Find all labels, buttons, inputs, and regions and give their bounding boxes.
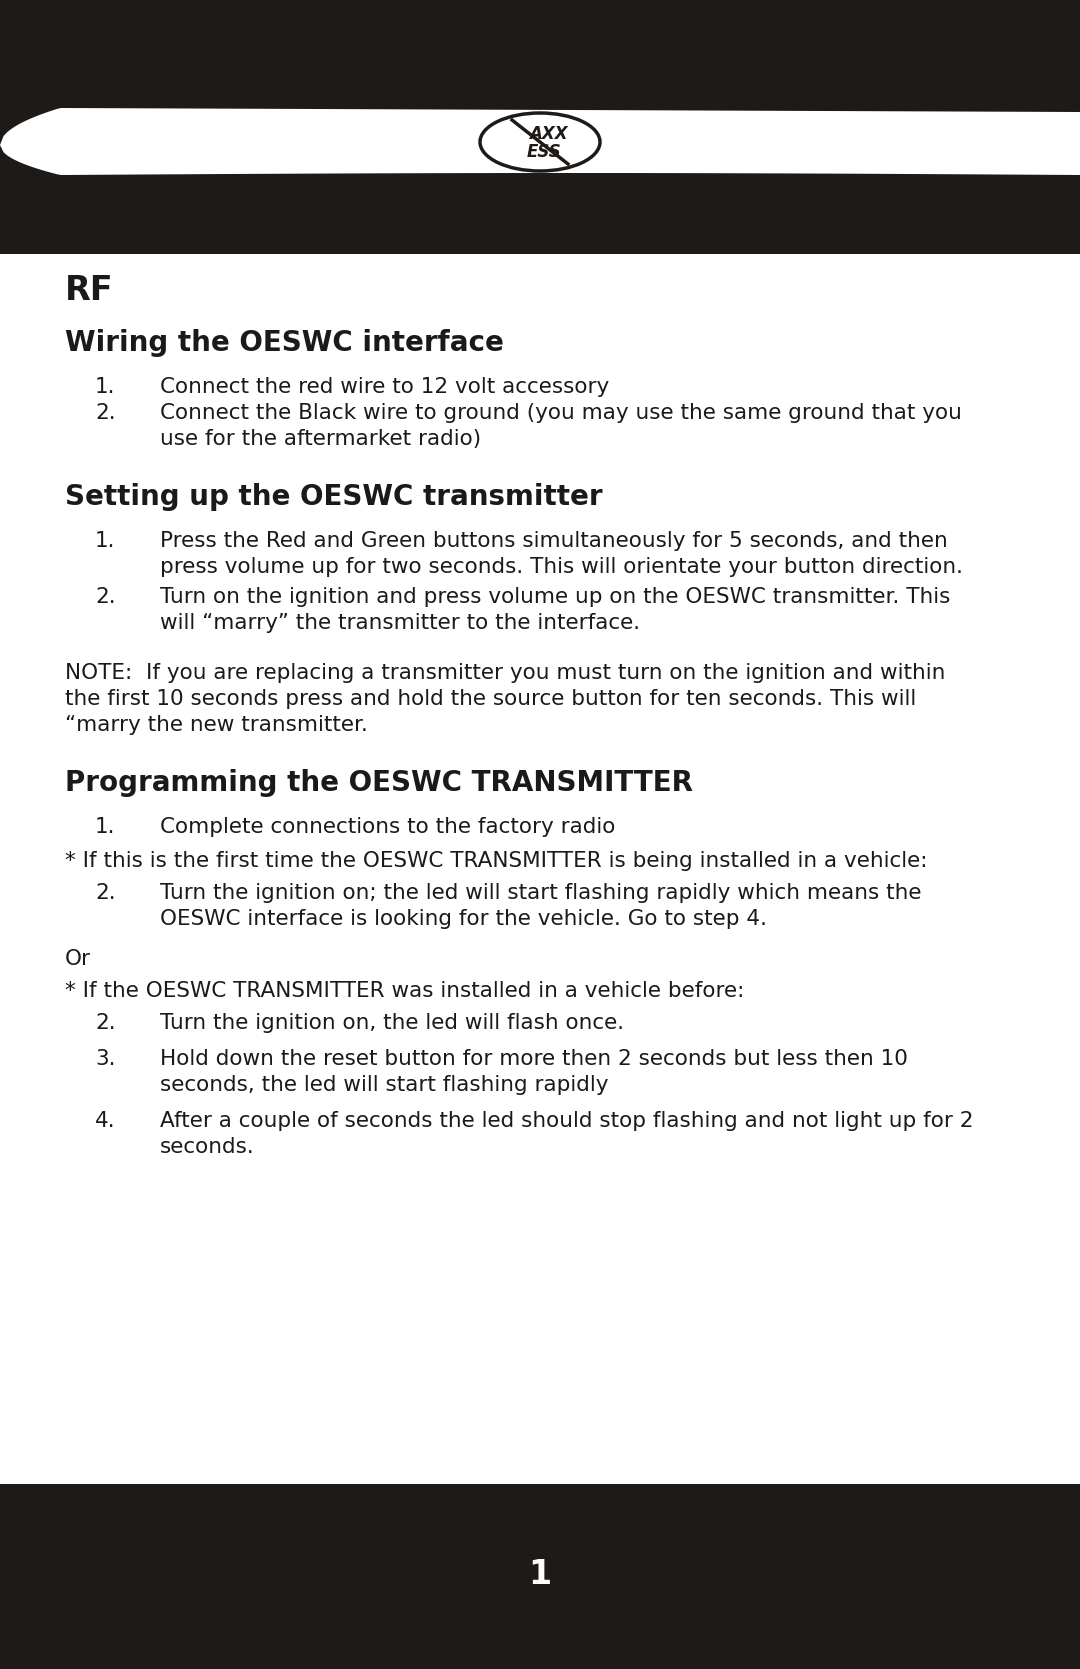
Text: AXX: AXX xyxy=(529,125,567,144)
Text: Press the Red and Green buttons simultaneously for 5 seconds, and then: Press the Red and Green buttons simultan… xyxy=(160,531,948,551)
Ellipse shape xyxy=(480,113,600,170)
Text: RF: RF xyxy=(65,274,113,307)
Text: Complete connections to the factory radio: Complete connections to the factory radi… xyxy=(160,818,616,836)
Text: NOTE:  If you are replacing a transmitter you must turn on the ignition and with: NOTE: If you are replacing a transmitter… xyxy=(65,663,945,683)
Text: After a couple of seconds the led should stop flashing and not light up for 2: After a couple of seconds the led should… xyxy=(160,1112,973,1132)
Text: Turn the ignition on, the led will flash once.: Turn the ignition on, the led will flash… xyxy=(160,1013,624,1033)
Text: * If this is the first time the OESWC TRANSMITTER is being installed in a vehicl: * If this is the first time the OESWC TR… xyxy=(65,851,928,871)
Text: * If the OESWC TRANSMITTER was installed in a vehicle before:: * If the OESWC TRANSMITTER was installed… xyxy=(65,981,744,1001)
Text: 2.: 2. xyxy=(95,1013,116,1033)
Text: 1: 1 xyxy=(528,1557,552,1591)
Text: 4.: 4. xyxy=(95,1112,116,1132)
Text: Turn on the ignition and press volume up on the OESWC transmitter. This: Turn on the ignition and press volume up… xyxy=(160,587,950,608)
Text: 2.: 2. xyxy=(95,883,116,903)
Text: seconds.: seconds. xyxy=(160,1137,255,1157)
Bar xyxy=(0,1484,1080,1669)
Text: 2.: 2. xyxy=(95,402,116,422)
Polygon shape xyxy=(0,108,1080,175)
Text: OESWC interface is looking for the vehicle. Go to step 4.: OESWC interface is looking for the vehic… xyxy=(160,910,767,930)
Text: press volume up for two seconds. This will orientate your button direction.: press volume up for two seconds. This wi… xyxy=(160,557,963,577)
Bar xyxy=(0,175,1080,205)
Bar xyxy=(0,209,1080,254)
Text: Setting up the OESWC transmitter: Setting up the OESWC transmitter xyxy=(65,482,603,511)
Text: 1.: 1. xyxy=(95,377,116,397)
Text: ESS: ESS xyxy=(527,144,562,160)
Text: Wiring the OESWC interface: Wiring the OESWC interface xyxy=(65,329,504,357)
Text: Connect the Black wire to ground (you may use the same ground that you: Connect the Black wire to ground (you ma… xyxy=(160,402,962,422)
Text: Hold down the reset button for more then 2 seconds but less then 10: Hold down the reset button for more then… xyxy=(160,1050,908,1070)
Text: “marry the new transmitter.: “marry the new transmitter. xyxy=(65,714,368,734)
Bar xyxy=(0,28,1080,108)
Text: Turn the ignition on; the led will start flashing rapidly which means the: Turn the ignition on; the led will start… xyxy=(160,883,921,903)
Text: 1.: 1. xyxy=(95,818,116,836)
Text: 2.: 2. xyxy=(95,587,116,608)
Bar xyxy=(0,0,1080,239)
Text: Or: Or xyxy=(65,950,91,970)
Text: will “marry” the transmitter to the interface.: will “marry” the transmitter to the inte… xyxy=(160,613,640,633)
Text: Programming the OESWC TRANSMITTER: Programming the OESWC TRANSMITTER xyxy=(65,769,693,798)
Text: the first 10 seconds press and hold the source button for ten seconds. This will: the first 10 seconds press and hold the … xyxy=(65,689,916,709)
Text: seconds, the led will start flashing rapidly: seconds, the led will start flashing rap… xyxy=(160,1075,608,1095)
Text: Connect the red wire to 12 volt accessory: Connect the red wire to 12 volt accessor… xyxy=(160,377,609,397)
Text: use for the aftermarket radio): use for the aftermarket radio) xyxy=(160,429,481,449)
Text: 1.: 1. xyxy=(95,531,116,551)
Text: 3.: 3. xyxy=(95,1050,116,1070)
